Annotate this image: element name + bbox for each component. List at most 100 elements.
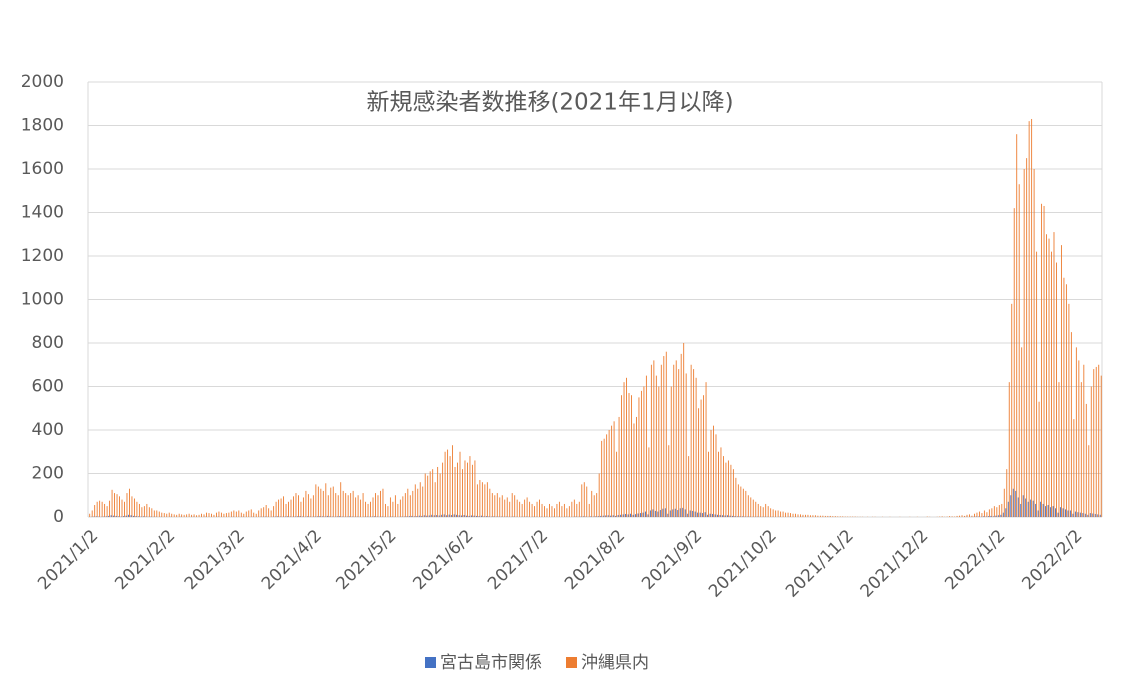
bar	[485, 516, 487, 517]
bar	[1001, 503, 1003, 517]
bar	[807, 514, 809, 517]
bar	[235, 511, 237, 517]
bar	[178, 513, 180, 517]
bar	[978, 511, 980, 517]
bar	[612, 515, 614, 517]
bar	[600, 515, 602, 517]
y-tick-label: 400	[32, 420, 64, 440]
legend-swatch	[425, 657, 436, 668]
bar	[601, 440, 603, 517]
bar	[775, 510, 777, 517]
bar	[285, 503, 287, 517]
bar	[442, 462, 444, 517]
bar	[539, 499, 540, 517]
bar	[680, 353, 682, 517]
bar	[596, 493, 598, 517]
bar	[299, 516, 301, 517]
bar	[307, 494, 309, 517]
bar	[795, 513, 796, 517]
bar	[161, 512, 163, 517]
bar	[709, 513, 711, 517]
bar	[643, 386, 645, 517]
bar	[106, 506, 108, 517]
bar	[367, 503, 369, 517]
bar	[712, 513, 714, 517]
bar	[233, 510, 235, 517]
bar	[827, 515, 829, 517]
bar	[1015, 490, 1017, 517]
bar	[494, 495, 496, 517]
bar	[598, 473, 600, 517]
bar	[466, 515, 467, 517]
bar	[94, 505, 96, 517]
bar	[387, 506, 389, 517]
bar	[419, 482, 421, 517]
bar	[1032, 500, 1034, 517]
bar	[625, 513, 627, 517]
bar	[1087, 514, 1089, 517]
bar	[684, 509, 686, 517]
bar	[635, 514, 636, 517]
bar	[469, 456, 471, 517]
bar	[382, 488, 384, 517]
bar	[433, 515, 435, 517]
bar	[549, 503, 550, 517]
bar	[524, 499, 526, 517]
bar	[136, 501, 138, 517]
bar	[124, 501, 125, 517]
bar	[556, 503, 558, 517]
bar	[355, 497, 357, 517]
bar	[1060, 245, 1062, 517]
bar	[566, 508, 568, 517]
bar	[319, 516, 321, 517]
bar	[521, 503, 523, 517]
bar	[824, 515, 826, 517]
bar	[325, 483, 327, 517]
bar	[320, 488, 322, 517]
bar	[780, 511, 782, 517]
bar	[551, 506, 553, 517]
bar	[248, 510, 250, 517]
bar	[438, 515, 440, 517]
y-tick-label: 1400	[21, 203, 64, 223]
legend-label: 宮古島市関係	[440, 653, 542, 673]
bar	[429, 471, 431, 517]
bar	[131, 496, 133, 517]
bar	[526, 497, 528, 517]
chart-title: 新規感染者数推移(2021年1月以降)	[366, 90, 733, 116]
bar	[675, 360, 677, 517]
bar	[496, 493, 498, 517]
bar	[640, 390, 642, 517]
bar	[842, 516, 844, 517]
bar	[99, 500, 101, 517]
bar	[790, 513, 792, 517]
bar	[268, 508, 270, 517]
bar	[406, 516, 408, 517]
bar	[456, 514, 458, 517]
y-tick-label: 600	[32, 377, 64, 397]
bar	[1050, 507, 1052, 517]
bar	[370, 501, 371, 517]
bar	[732, 469, 734, 517]
bar	[981, 513, 983, 517]
bar	[173, 514, 175, 517]
bar	[650, 364, 652, 517]
bar	[384, 503, 386, 517]
bar	[571, 501, 573, 517]
bar	[1093, 369, 1095, 517]
bar	[278, 499, 280, 517]
bar	[1072, 513, 1074, 517]
bar	[228, 512, 230, 517]
bar	[802, 514, 804, 517]
bar	[1020, 503, 1022, 517]
bar	[501, 495, 503, 517]
bar	[486, 482, 488, 517]
bar	[306, 516, 308, 517]
bar	[245, 511, 247, 517]
bar	[837, 516, 839, 517]
bar	[302, 497, 304, 517]
bar	[1043, 205, 1045, 517]
bar	[110, 515, 112, 517]
bar	[416, 516, 418, 517]
bar	[718, 451, 719, 517]
